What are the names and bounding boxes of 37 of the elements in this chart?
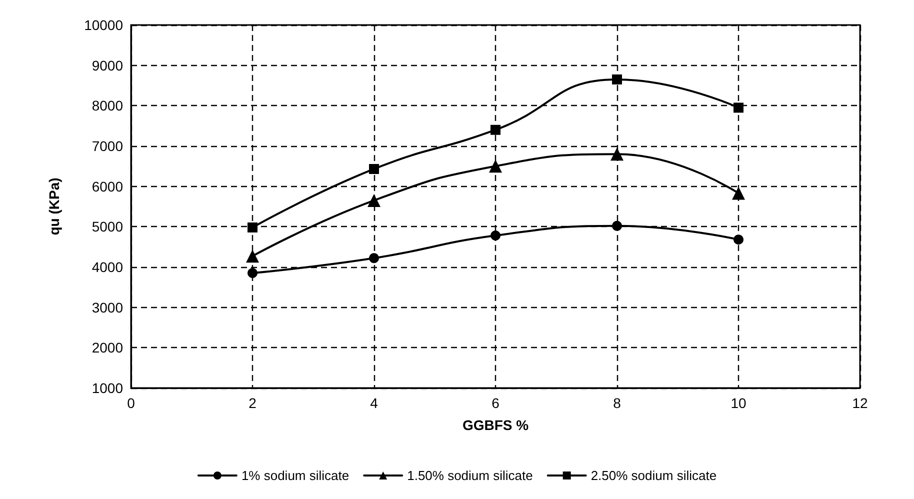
y-tick-label: 4000 [92,259,124,275]
point [734,102,744,113]
x-tick-label: 2 [248,395,257,411]
y-tick-label: 1000 [92,380,124,396]
x-tick-label: 8 [613,395,622,411]
y-tick-label: 6000 [92,178,124,194]
y-tick-label: 2000 [92,340,124,356]
point [612,74,622,84]
y-tick-label: 10000 [84,17,124,33]
point [248,268,258,278]
point [612,220,622,231]
legend-label: 1.50% sodium silicate [407,468,533,483]
point [734,234,744,245]
point [248,222,258,232]
point [369,253,379,264]
point [610,148,624,161]
x-tick-label: 6 [492,395,500,411]
x-tick-label: 12 [852,395,868,411]
point [490,124,500,135]
point [489,160,502,173]
y-tick-label: 9000 [92,57,124,74]
y-tick-label: 3000 [92,299,124,316]
y-axis-title: qu (KPa) [46,178,62,236]
legend-label: 2.50% sodium silicate [590,468,717,483]
point [490,230,500,241]
point [369,164,379,174]
point [246,250,259,263]
y-tick-label: 5000 [92,218,124,235]
x-axis-title: GGBFS % [462,417,530,433]
y-tick-label: 8000 [92,98,124,114]
x-tick-label: 0 [127,395,136,411]
legend-label: 1% sodium silicate [241,468,350,483]
point [368,194,380,207]
point [732,186,745,200]
x-tick-label: 10 [730,395,746,411]
x-tick-label: 4 [370,395,378,411]
y-tick-label: 7000 [92,138,124,154]
